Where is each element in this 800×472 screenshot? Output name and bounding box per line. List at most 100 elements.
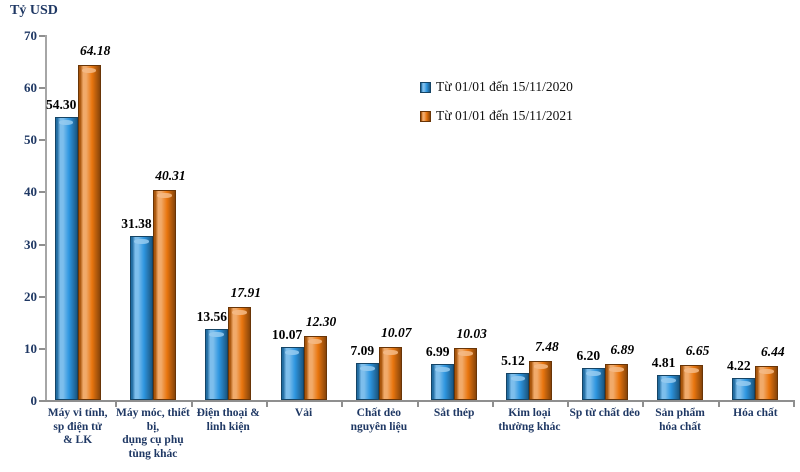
bar-top-highlight — [661, 378, 676, 383]
value-label-2021-5: 10.07 — [381, 325, 412, 340]
value-label-2020-9: 4.81 — [651, 355, 676, 370]
bar-2021-10 — [755, 366, 779, 400]
x-axis-tick — [190, 402, 193, 407]
category-label-5: Chất dẻo nguyên liệu — [350, 407, 408, 433]
legend-marker-2020-icon — [420, 81, 431, 93]
y-axis-line — [45, 35, 47, 402]
value-label-2021-7: 7.48 — [535, 339, 559, 354]
bar-top-highlight — [359, 366, 375, 371]
y-axis-tick-label: 0 — [30, 393, 38, 408]
value-label-2020-1: 54.30 — [45, 97, 77, 112]
bar-2021-7 — [529, 361, 553, 400]
bar-2020-5 — [355, 363, 379, 400]
category-label-3: Điện thoại & linh kiện — [196, 407, 260, 433]
x-axis-tick — [642, 402, 645, 407]
legend-label-2020: Từ 01/01 đến 15/11/2020 — [436, 79, 573, 94]
bar-2020-1 — [54, 117, 78, 400]
bar-2021-4 — [303, 336, 327, 400]
x-axis-tick — [115, 402, 118, 407]
y-axis-tick — [39, 295, 45, 298]
bar-2021-5 — [378, 347, 402, 400]
y-axis-tick — [39, 191, 45, 194]
value-label-2021-6: 10.03 — [456, 326, 487, 341]
bar-top-highlight — [585, 371, 601, 376]
y-axis-title: Tỷ USD — [10, 3, 58, 18]
bar-top-highlight — [232, 310, 248, 315]
bar-top-highlight — [684, 368, 699, 373]
y-axis-tick-label: 60 — [24, 80, 37, 96]
x-axis-tick — [491, 402, 494, 407]
legend-marker-2021-icon — [420, 110, 431, 122]
value-label-2020-5: 7.09 — [350, 343, 375, 358]
y-axis-tick — [39, 347, 45, 350]
category-label-10: Hóa chất — [733, 407, 778, 419]
bar-2021-1 — [77, 65, 101, 400]
value-label-2020-3: 13.56 — [196, 309, 227, 324]
bar-top-highlight — [134, 239, 149, 244]
bar-2020-4 — [280, 347, 304, 400]
value-label-2020-7: 5.12 — [501, 353, 525, 368]
x-axis-line — [45, 400, 795, 402]
bar-2020-10 — [732, 378, 756, 400]
bar-2020-2 — [129, 236, 153, 400]
y-axis-tick-label: 50 — [24, 132, 37, 148]
value-label-2021-1: 64.18 — [79, 43, 111, 58]
bar-2020-8 — [581, 368, 605, 400]
bar-2021-8 — [604, 364, 628, 400]
legend-item-2021: Từ 01/01 đến 15/11/2021 — [420, 108, 573, 124]
value-label-2020-10: 4.22 — [727, 358, 751, 373]
bar-top-highlight — [81, 68, 97, 73]
y-axis-tick — [39, 400, 45, 402]
value-label-2021-4: 12.30 — [305, 314, 337, 329]
value-label-2021-8: 6.89 — [610, 342, 635, 357]
legend-label-2021: Từ 01/01 đến 15/11/2021 — [436, 108, 573, 123]
x-axis-tick — [793, 402, 795, 407]
bar-2021-2 — [152, 190, 176, 400]
category-label-2: Máy móc, thiết bị, dụng cụ phụ tùng khác — [116, 407, 190, 460]
value-label-2020-8: 6.20 — [576, 348, 601, 363]
y-axis-tick-label: 70 — [24, 28, 37, 43]
category-label-6: Sắt thép — [433, 407, 475, 419]
value-label-2021-2: 40.31 — [155, 168, 186, 183]
bar-2021-9 — [680, 365, 704, 400]
bar-top-highlight — [759, 369, 775, 374]
bar-top-highlight — [58, 120, 74, 125]
bar-top-highlight — [382, 350, 398, 355]
bar-2020-9 — [657, 375, 681, 400]
bar-top-highlight — [307, 339, 323, 344]
x-axis-tick — [717, 402, 720, 407]
y-axis-tick — [39, 139, 45, 142]
x-axis-tick — [567, 402, 570, 407]
y-axis-tick — [39, 87, 45, 90]
bar-top-highlight — [608, 367, 624, 372]
bar-top-highlight — [736, 381, 752, 386]
x-axis-tick — [416, 402, 419, 407]
value-label-2021-10: 6.44 — [761, 344, 785, 359]
y-axis-tick — [39, 35, 45, 37]
legend-item-2020: Từ 01/01 đến 15/11/2020 — [420, 79, 573, 95]
bar-top-highlight — [209, 332, 225, 337]
bar-top-highlight — [157, 193, 172, 198]
y-axis-tick-label: 10 — [24, 340, 37, 356]
bar-2020-6 — [431, 364, 455, 400]
bar-2020-3 — [205, 329, 229, 400]
bar-top-highlight — [510, 376, 526, 381]
value-label-2020-6: 6.99 — [425, 344, 450, 359]
category-label-1: Máy vi tính, sp điện tử & LK — [47, 407, 108, 446]
value-label-2020-4: 10.07 — [271, 327, 303, 342]
bar-top-highlight — [458, 351, 473, 356]
y-axis-tick — [39, 243, 45, 246]
category-label-8: Sp từ chất dẻo — [569, 407, 640, 419]
x-axis-tick — [341, 402, 344, 407]
bar-2020-7 — [506, 373, 530, 400]
value-label-2020-2: 31.38 — [121, 216, 152, 231]
category-label-7: Kim loại thường khác — [498, 407, 561, 433]
category-label-4: Vải — [294, 407, 313, 419]
y-axis-tick-label: 20 — [24, 288, 37, 304]
y-axis-tick-label: 30 — [24, 236, 37, 252]
bar-top-highlight — [435, 367, 450, 372]
bar-2021-6 — [454, 348, 478, 400]
bar-top-highlight — [284, 350, 300, 355]
x-axis-tick — [265, 402, 268, 407]
